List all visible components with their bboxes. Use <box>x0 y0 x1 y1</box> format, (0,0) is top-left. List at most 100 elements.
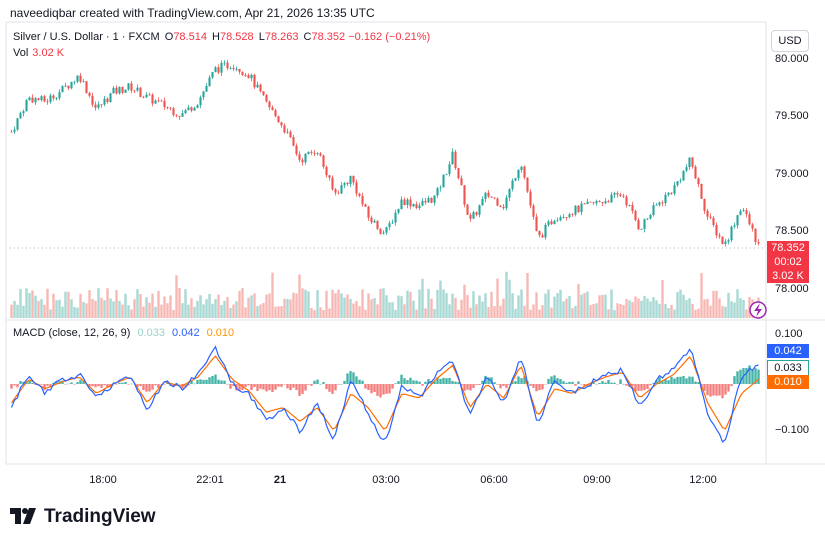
candle-body <box>205 86 208 92</box>
macd-histogram-bar <box>334 384 337 391</box>
volume-bar <box>364 309 367 318</box>
volume-bar <box>424 308 427 318</box>
candle-body <box>172 108 175 116</box>
candle-body <box>301 159 304 163</box>
macd-histogram-bar <box>481 380 484 384</box>
volume-bar <box>628 300 631 318</box>
macd-histogram-bar <box>706 384 709 396</box>
volume-label[interactable]: Vol <box>13 47 29 59</box>
macd-label[interactable]: MACD (close, 12, 26, 9) <box>13 327 131 339</box>
candle-body <box>733 225 736 227</box>
macd-histogram-bar <box>91 384 94 387</box>
candle-body <box>307 151 310 154</box>
volume-bar <box>157 290 160 318</box>
candle-body <box>532 205 535 217</box>
macd-histogram-bar <box>166 382 169 384</box>
candle-body <box>133 90 136 92</box>
volume-bar <box>94 300 97 318</box>
candle-body <box>685 167 688 171</box>
volume-bar <box>268 293 271 318</box>
bolt-icon[interactable] <box>749 301 767 319</box>
macd-histogram-bar <box>658 377 661 384</box>
candle-body <box>469 214 472 219</box>
brand-name: TradingView <box>44 506 156 527</box>
macd-histogram-bar <box>124 382 127 384</box>
candle-body <box>304 153 307 163</box>
price-tick: 80.000 <box>775 53 809 65</box>
volume-bar <box>418 289 421 318</box>
candle-body <box>748 214 751 225</box>
macd-histogram-bar <box>655 380 658 384</box>
candle-body <box>16 118 19 130</box>
volume-bar <box>409 291 412 318</box>
volume-bar <box>25 288 28 318</box>
macd-histogram-bar <box>757 369 760 384</box>
macd-histogram-bar <box>499 384 502 389</box>
volume-bar <box>244 307 247 318</box>
currency-button[interactable]: USD <box>771 30 809 52</box>
macd-histogram-bar <box>256 384 259 391</box>
volume-bar <box>724 306 727 318</box>
macd-histogram-bar <box>319 383 322 385</box>
candle-body <box>364 204 367 207</box>
price-tick: 78.500 <box>775 225 809 237</box>
candle-body <box>253 74 256 88</box>
volume-bar <box>88 290 91 318</box>
macd-histogram-bar <box>76 382 79 384</box>
macd-histogram-bar <box>226 384 229 385</box>
candle-body <box>10 131 13 133</box>
macd-histogram-bar <box>433 381 436 384</box>
candle-body <box>271 107 274 111</box>
volume-bar <box>37 300 40 318</box>
macd-line-value: 0.042 <box>172 327 200 339</box>
macd-histogram-bar <box>583 384 586 387</box>
macd-histogram-bar <box>298 384 301 396</box>
macd-histogram-bar <box>532 384 535 388</box>
candle-body <box>295 145 298 155</box>
volume-bar <box>493 306 496 318</box>
symbol-name[interactable]: Silver / U.S. Dollar · 1 · FXCM <box>13 31 160 43</box>
volume-bar <box>316 290 319 318</box>
macd-histogram-bar <box>403 378 406 384</box>
volume-bar <box>103 300 106 318</box>
volume-bar <box>619 304 622 318</box>
volume-bar <box>703 299 706 318</box>
macd-histogram-bar <box>736 371 739 384</box>
macd-histogram-bar <box>691 376 694 384</box>
macd-histogram-bar <box>508 384 511 385</box>
macd-histogram-bar <box>565 382 568 384</box>
volume-bar <box>274 306 277 318</box>
macd-histogram-bar <box>688 376 691 384</box>
candle-body <box>136 87 139 91</box>
candle-body <box>40 96 43 101</box>
candle-body <box>52 95 55 99</box>
volume-value: 3.02 K <box>32 47 65 59</box>
macd-histogram-bar <box>202 379 205 384</box>
macd-histogram-bar <box>229 384 232 389</box>
macd-histogram-bar <box>448 377 451 384</box>
macd-histogram-bar <box>697 382 700 384</box>
candle-body <box>574 205 577 215</box>
volume-bar <box>106 288 109 318</box>
volume-bar <box>142 306 145 318</box>
macd-histogram-bar <box>451 380 454 384</box>
macd-histogram-bar <box>55 381 58 384</box>
macd-histogram-bar <box>538 384 541 391</box>
volume-bar <box>550 307 553 318</box>
volume-bar <box>655 300 658 318</box>
candle-body <box>475 212 478 215</box>
macd-histogram-bar <box>649 384 652 386</box>
candle-body <box>424 200 427 203</box>
candle-body <box>544 224 547 238</box>
macd-histogram-bar <box>607 380 610 384</box>
volume-bar <box>688 298 691 318</box>
candle-body <box>13 129 16 132</box>
macd-histogram-bar <box>682 376 685 384</box>
time-tick: 03:00 <box>372 474 400 486</box>
macd-histogram-bar <box>310 384 313 386</box>
macd-histogram-bar <box>373 384 376 393</box>
candle-body <box>223 62 226 64</box>
volume-bar <box>622 305 625 318</box>
volume-bar <box>730 301 733 318</box>
